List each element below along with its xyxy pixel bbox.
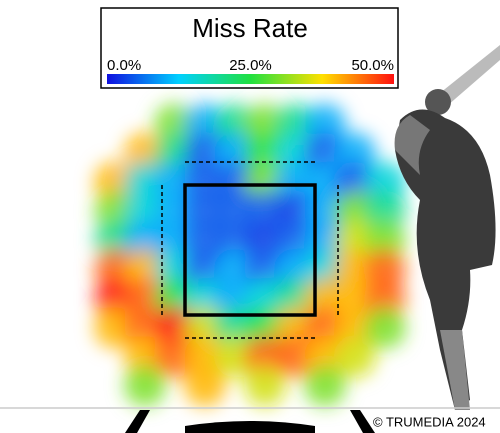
batter bbox=[394, 45, 500, 410]
strike-zone bbox=[183, 183, 317, 317]
heat-cell bbox=[94, 306, 136, 349]
heat-cell bbox=[214, 161, 256, 204]
heat-cell bbox=[274, 219, 316, 262]
heat-cell bbox=[184, 248, 226, 291]
heat-cell bbox=[94, 248, 136, 291]
colorbar-tick-label: 25.0% bbox=[229, 57, 272, 74]
heat-cell bbox=[304, 103, 346, 146]
heat-cell bbox=[334, 161, 376, 204]
heat-cell bbox=[184, 335, 226, 378]
heat-cell bbox=[184, 219, 226, 262]
heat-cell bbox=[124, 277, 166, 320]
heat-cell bbox=[244, 103, 286, 146]
heat-cell bbox=[244, 364, 286, 407]
heat-cell bbox=[334, 132, 376, 175]
heat-cell bbox=[244, 306, 286, 349]
heat-cell bbox=[124, 190, 166, 233]
heat-cell bbox=[184, 103, 226, 146]
heat-cell bbox=[184, 132, 226, 175]
heat-cell bbox=[184, 190, 226, 233]
credit: © TRUMEDIA 2024 bbox=[373, 414, 486, 429]
heat-cell bbox=[244, 219, 286, 262]
heat-cell bbox=[94, 161, 136, 204]
heat-cell bbox=[244, 161, 286, 204]
heat-cell bbox=[214, 306, 256, 349]
heat-cell bbox=[334, 306, 376, 349]
heat-cell bbox=[124, 161, 166, 204]
heat-cell bbox=[274, 103, 316, 146]
heat-cell bbox=[364, 219, 406, 262]
plate bbox=[0, 407, 500, 433]
heat-cell bbox=[274, 248, 316, 291]
heat-cell bbox=[274, 277, 316, 320]
heat-cell bbox=[304, 335, 346, 378]
heat-cell bbox=[304, 132, 346, 175]
heat-cell bbox=[154, 103, 196, 146]
shadow-zone bbox=[161, 161, 339, 339]
heat-cell bbox=[334, 219, 376, 262]
heat-cell bbox=[364, 248, 406, 291]
heat-cell bbox=[154, 132, 196, 175]
heat-cell bbox=[214, 103, 256, 146]
heatmap bbox=[94, 103, 406, 407]
heat-cell bbox=[364, 306, 406, 349]
heat-cell bbox=[94, 277, 136, 320]
heat-cell bbox=[244, 335, 286, 378]
heat-cell bbox=[124, 248, 166, 291]
heat-cell bbox=[274, 335, 316, 378]
heat-cell bbox=[124, 132, 166, 175]
heat-cell bbox=[184, 161, 226, 204]
heat-cell bbox=[214, 132, 256, 175]
heat-cell bbox=[124, 335, 166, 378]
heat-cell bbox=[124, 364, 166, 407]
chart-title: Miss Rate bbox=[192, 13, 308, 43]
heat-cell bbox=[334, 335, 376, 378]
heat-cell bbox=[334, 190, 376, 233]
heat-cell bbox=[214, 219, 256, 262]
heat-cell bbox=[334, 277, 376, 320]
heat-cell bbox=[274, 190, 316, 233]
heat-cell bbox=[334, 248, 376, 291]
heat-cell bbox=[94, 219, 136, 262]
heat-cell bbox=[214, 335, 256, 378]
heat-cell bbox=[214, 248, 256, 291]
heat-cell bbox=[214, 277, 256, 320]
heat-cell bbox=[304, 364, 346, 407]
colorbar bbox=[107, 74, 394, 84]
heat-cell bbox=[274, 161, 316, 204]
heat-cell bbox=[214, 190, 256, 233]
heat-cell bbox=[244, 248, 286, 291]
heat-cell bbox=[244, 132, 286, 175]
heat-cell bbox=[244, 190, 286, 233]
heat-cell bbox=[94, 190, 136, 233]
heat-cell bbox=[184, 364, 226, 407]
colorbar-tick-label: 50.0% bbox=[351, 57, 394, 74]
heat-cell bbox=[124, 219, 166, 262]
heat-cell bbox=[364, 190, 406, 233]
heat-cell bbox=[124, 306, 166, 349]
heat-cell bbox=[364, 277, 406, 320]
heat-cell bbox=[154, 335, 196, 378]
heat-cell bbox=[274, 132, 316, 175]
heat-cell bbox=[244, 277, 286, 320]
heat-cell bbox=[364, 161, 406, 204]
heat-cell bbox=[184, 277, 226, 320]
colorbar-tick-label: 0.0% bbox=[107, 57, 141, 74]
